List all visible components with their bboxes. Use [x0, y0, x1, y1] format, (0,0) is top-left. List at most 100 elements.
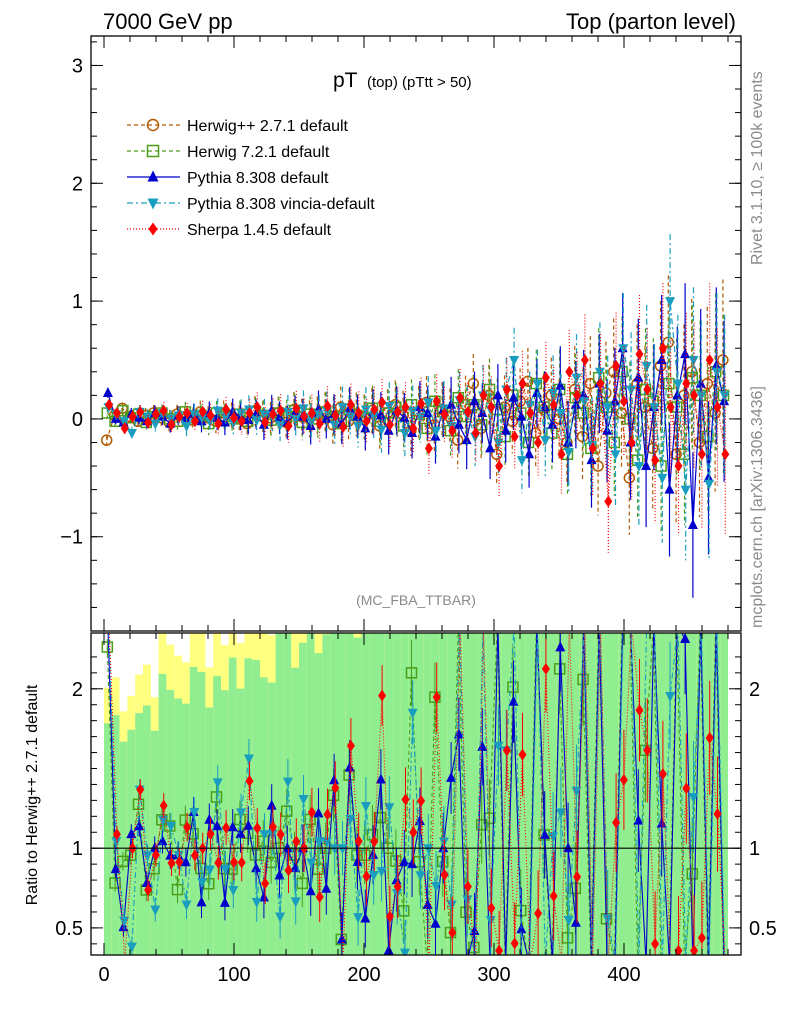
data-point [657, 473, 668, 484]
ratio-band-inner [322, 634, 331, 955]
ratio-y-tick-label: 2 [72, 679, 83, 701]
ratio-y-tick-label-right: 0.5 [749, 918, 777, 940]
ratio-band-inner [470, 633, 479, 955]
data-point [353, 421, 364, 432]
ratio-band-inner [564, 633, 572, 955]
data-point [680, 348, 691, 359]
data-point [618, 344, 629, 355]
ratio-y-tick-label-right: 1 [749, 838, 760, 860]
data-point [237, 415, 246, 428]
ratio-y-tick-label: 0.5 [55, 918, 83, 940]
data-point [719, 395, 730, 406]
data-point [555, 409, 566, 420]
data-point [175, 410, 184, 423]
ratio-band-inner [509, 633, 518, 955]
data-point [253, 401, 262, 414]
ratio-band-inner [525, 633, 533, 955]
ratio-band-inner [611, 633, 619, 955]
data-point [360, 405, 371, 416]
series-4 [105, 283, 730, 553]
data-point [485, 442, 496, 453]
series-line [108, 348, 726, 502]
data-point [666, 401, 675, 414]
data-point [524, 400, 535, 411]
data-point [664, 483, 675, 494]
ratio-band-inner [642, 633, 650, 955]
y-tick-label: 3 [72, 55, 83, 77]
data-point [571, 373, 582, 384]
ratio-band-inner [626, 633, 635, 955]
data-point [495, 460, 504, 473]
data-point [548, 389, 559, 399]
ratio-band-inner [603, 633, 611, 955]
legend-label: Herwig 7.2.1 default [187, 144, 330, 161]
data-point [604, 495, 613, 508]
ratio-band-inner [704, 633, 713, 955]
data-point [471, 427, 480, 440]
data-point [713, 401, 722, 414]
data-point [570, 398, 581, 409]
data-point [672, 389, 683, 400]
ratio-band-inner [439, 633, 448, 955]
data-point [370, 403, 379, 416]
data-point [690, 389, 699, 402]
data-point [102, 387, 113, 397]
data-point [516, 456, 527, 467]
data-point [189, 410, 200, 421]
data-point [469, 395, 480, 406]
ratio-band-inner [369, 633, 377, 955]
ratio-band-inner [400, 633, 409, 955]
data-point [198, 405, 207, 418]
legend-entry: Herwig 7.2.1 default [127, 144, 330, 161]
data-point [385, 418, 394, 431]
data-point [592, 460, 604, 472]
data-point [680, 485, 691, 496]
ratio-band-inner [595, 633, 604, 955]
ratio-band-inner [221, 690, 229, 955]
ratio-line [108, 633, 726, 955]
data-point [696, 391, 707, 402]
ratio-band-inner [291, 667, 299, 955]
data-point [323, 399, 332, 412]
data-point [314, 410, 325, 421]
data-point [422, 407, 433, 418]
data-point [534, 436, 543, 449]
data-point [261, 416, 270, 429]
ratio-band-inner [431, 633, 440, 955]
ratio-band-inner [423, 633, 432, 955]
ratio-band-inner [283, 633, 292, 955]
data-point [672, 379, 683, 390]
data-point [393, 405, 402, 418]
ratio-band-inner [252, 659, 260, 955]
data-point [721, 448, 730, 461]
main-frame: −1 0 1 2 3 [60, 35, 742, 632]
data-point [705, 354, 714, 367]
data-point [688, 356, 699, 367]
analysis-label: (MC_FBA_TTBAR) [356, 592, 476, 608]
y-tick-label: 2 [72, 173, 83, 195]
ratio-band-inner [494, 633, 502, 955]
data-point [456, 391, 465, 404]
data-point [635, 348, 644, 361]
ratio-y-tick-label: 1 [72, 838, 83, 860]
data-point [633, 371, 644, 382]
series-0 [100, 275, 729, 536]
ratio-band-inner [517, 633, 526, 955]
data-point [448, 424, 457, 437]
x-tick-label: 100 [217, 964, 250, 986]
x-tick-label: 400 [607, 964, 640, 986]
ratio-band-inner [338, 633, 346, 955]
main-series-layer [100, 234, 730, 598]
data-point [623, 472, 636, 484]
data-point [674, 460, 683, 473]
data-point [384, 401, 395, 412]
ratio-band-inner [696, 633, 705, 955]
x-tick-label: 200 [347, 964, 380, 986]
data-point [144, 416, 153, 429]
data-point [500, 424, 511, 435]
data-point [579, 397, 590, 408]
legend-marker [148, 222, 158, 236]
data-point [602, 424, 613, 435]
data-point [663, 377, 675, 390]
data-point [532, 379, 543, 390]
